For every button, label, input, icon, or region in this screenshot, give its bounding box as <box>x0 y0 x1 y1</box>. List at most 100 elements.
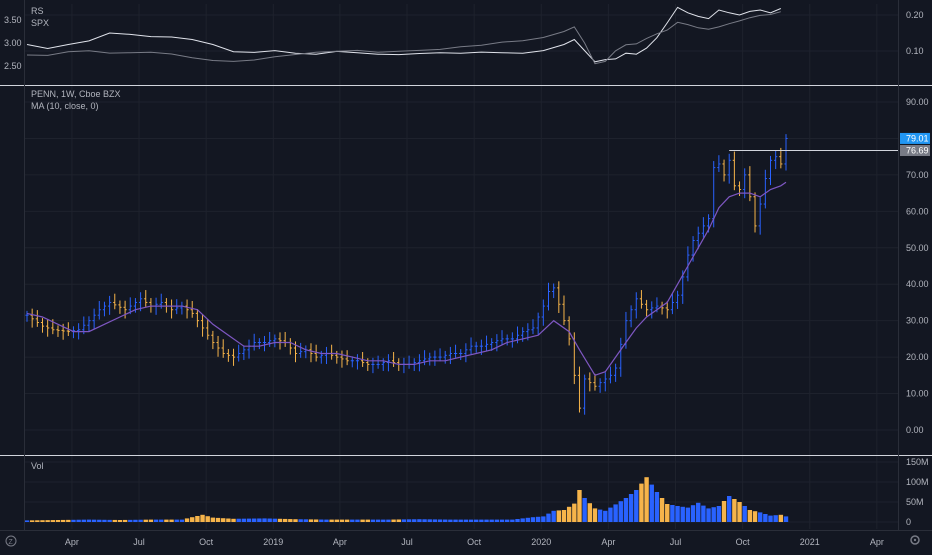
volume-bar <box>690 505 696 522</box>
volume-bar <box>721 501 727 522</box>
volume-bar <box>458 519 463 522</box>
volume-bar <box>251 518 257 522</box>
volume-bar <box>60 519 66 522</box>
volume-bar <box>406 519 412 522</box>
volume-bar <box>329 519 334 522</box>
volume-bar <box>133 519 138 522</box>
price-axis-label: 70.00 <box>906 170 929 180</box>
volume-bar <box>381 519 386 522</box>
x-tick-label: 2019 <box>263 537 283 547</box>
volume-bar <box>236 518 241 522</box>
volume-bar <box>525 517 531 522</box>
volume-bar <box>153 519 159 522</box>
volume-bar <box>319 519 324 522</box>
volume-bar <box>520 518 525 522</box>
volume-bar <box>339 519 345 522</box>
volume-bar <box>608 507 613 522</box>
panel-separators <box>0 0 932 531</box>
volume-bar <box>148 519 154 522</box>
volume-bar <box>530 517 536 522</box>
x-tick-label: Apr <box>333 537 347 547</box>
volume-bar <box>117 520 123 522</box>
volume-bar <box>566 506 572 522</box>
volume-bar <box>179 519 185 522</box>
volume-bar <box>102 519 107 522</box>
volume-bar <box>742 506 747 522</box>
symbol-title: PENN, 1W, Cboe BZX <box>31 89 121 99</box>
volume-bar <box>76 519 81 522</box>
volume-bar <box>582 498 587 522</box>
volume-bar <box>128 519 133 522</box>
volume-bar <box>732 499 737 522</box>
volume-bar <box>246 518 252 522</box>
volume-bar <box>572 503 577 522</box>
price-axis-label: 60.00 <box>906 206 929 216</box>
volume-axis-label: 0 <box>906 517 911 527</box>
price-axis-label: 90.00 <box>906 97 929 107</box>
volume-bar <box>448 519 453 522</box>
volume-bar <box>499 519 505 522</box>
volume-bar <box>143 519 148 522</box>
volume-bar <box>350 519 355 522</box>
x-tick-label: Oct <box>199 537 214 547</box>
volume-bar <box>40 520 45 522</box>
volume-bar <box>277 518 283 522</box>
relative-strength-panel[interactable] <box>26 6 781 65</box>
volume-bar <box>685 507 691 522</box>
volume-bar <box>97 519 102 522</box>
volume-bar <box>262 518 267 522</box>
price-axis-label: 30.00 <box>906 316 929 326</box>
x-tick-label: Apr <box>65 537 79 547</box>
price-axis-label: 50.00 <box>906 243 929 253</box>
volume-bar <box>298 519 303 522</box>
volume-bar <box>727 496 732 522</box>
volume-bar <box>747 510 753 522</box>
spx-series-line <box>26 11 781 65</box>
price-panel[interactable] <box>25 134 898 415</box>
volume-bar <box>437 519 443 522</box>
volume-bar <box>174 519 179 522</box>
volume-bar <box>654 492 660 522</box>
volume-bar <box>535 516 541 522</box>
level-price-label-bg <box>900 145 930 157</box>
volume-bar <box>360 519 365 522</box>
volume-bar <box>556 510 562 522</box>
volume-bar <box>375 519 381 522</box>
svg-text:Z: Z <box>9 539 14 546</box>
volume-axis-label: 100M <box>906 477 929 487</box>
timezone-icon[interactable]: Z <box>5 535 17 547</box>
volume-bar <box>35 520 40 522</box>
volume-bar <box>221 518 226 522</box>
x-tick-label: Oct <box>736 537 751 547</box>
rs-right-axis-label: 0.10 <box>906 46 924 56</box>
volume-bar <box>226 518 231 522</box>
x-tick-label: Apr <box>870 537 884 547</box>
volume-bar <box>184 518 190 522</box>
volume-bar <box>592 508 598 522</box>
volume-bar <box>396 519 401 522</box>
volume-bar <box>50 520 56 522</box>
volume-bar <box>546 513 551 522</box>
volume-bar <box>675 506 680 522</box>
volume-bar <box>303 519 309 522</box>
volume-bar <box>29 520 35 522</box>
volume-bar <box>711 507 716 522</box>
volume-bar <box>231 518 236 522</box>
volume-bar <box>91 519 97 522</box>
corner-icons[interactable]: Z <box>5 535 920 547</box>
volume-bar <box>344 519 350 522</box>
volume-bar <box>644 477 649 522</box>
x-tick-label: 2020 <box>531 537 551 547</box>
spx-legend-label: SPX <box>31 18 49 28</box>
volume-bar <box>45 520 50 522</box>
settings-gear-icon[interactable] <box>910 535 920 545</box>
volume-bar <box>355 519 360 522</box>
x-tick-label: Oct <box>467 537 482 547</box>
volume-panel[interactable] <box>24 477 789 522</box>
volume-bar <box>370 519 376 522</box>
x-tick-label: Jul <box>670 537 682 547</box>
volume-bar <box>484 519 489 522</box>
volume-bar <box>453 519 458 522</box>
